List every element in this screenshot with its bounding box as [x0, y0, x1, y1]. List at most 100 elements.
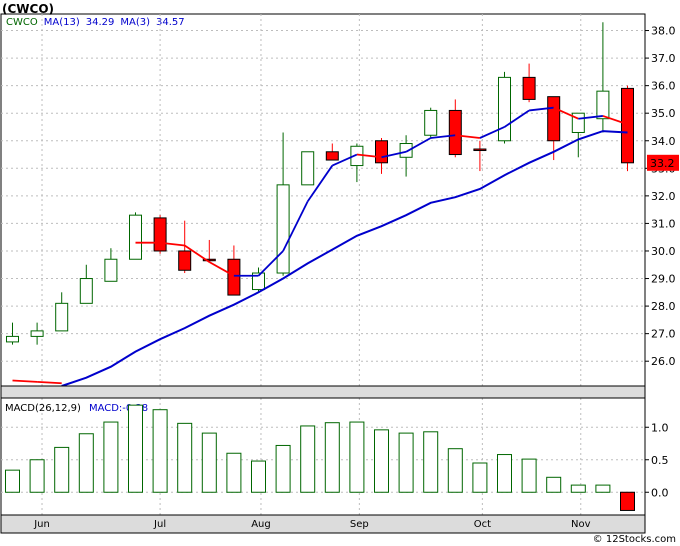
chart-title: (CWCO)	[2, 2, 54, 16]
price-legend-item: 34.57	[156, 17, 185, 28]
candle-up	[596, 90, 610, 120]
macd-bar	[423, 431, 439, 493]
candle-up	[79, 278, 93, 304]
candle-down	[522, 76, 536, 100]
x-tick-label: Jul	[153, 519, 166, 530]
candle-up	[301, 151, 315, 186]
ma3-segment	[208, 261, 235, 277]
macd-bar	[78, 433, 94, 493]
macd-tick-label: 0.5	[651, 454, 669, 467]
ma13-line	[61, 130, 628, 387]
macd-bar	[5, 469, 20, 493]
last-price-box	[647, 154, 679, 171]
macd-bar	[103, 421, 119, 493]
price-tick-label: 31.0	[651, 217, 676, 230]
macd-tick-label: 1.0	[651, 421, 669, 434]
ma3-segment	[356, 153, 382, 159]
macd-bar-negative	[620, 491, 635, 511]
macd-bar	[54, 446, 70, 493]
ma3-segment	[381, 150, 407, 159]
ma3-segment	[37, 380, 62, 385]
x-axis: JunJulAugSepOctNovJunJulAugSepOctNov	[0, 385, 646, 534]
x-tick-label: Sep	[350, 519, 369, 530]
ma3-segment	[602, 115, 628, 126]
x-tick-label: Jun	[33, 519, 50, 530]
candle-down	[202, 258, 216, 262]
footer-credit: © 12Stocks.com	[593, 534, 676, 545]
macd-bar	[226, 452, 242, 493]
price-tick-label: 26.0	[651, 355, 676, 368]
macd-bar	[472, 462, 488, 493]
macd-bar	[201, 432, 217, 493]
ma3-segment	[578, 115, 604, 120]
macd-bar	[497, 454, 512, 493]
candle-down	[621, 87, 634, 164]
candle-down	[153, 217, 167, 252]
macd-bar	[570, 484, 586, 493]
candle-down	[473, 148, 487, 152]
price-tick-label: 38.0	[651, 25, 676, 38]
macd-bar	[128, 404, 143, 493]
price-legend-item: MA(13)	[44, 17, 80, 28]
macd-bar	[324, 422, 340, 493]
candle-up	[6, 335, 19, 343]
candle-up	[129, 214, 142, 260]
candle-up	[252, 272, 265, 291]
macd-bar	[251, 460, 266, 493]
ma3-segment	[331, 153, 358, 167]
candle-down	[375, 140, 388, 164]
ma3-segment	[479, 126, 505, 139]
price-panel: CWCO MA(13) 34.29 MA(3) 34.57 26.0 27.0 28.0 29.…	[0, 13, 679, 387]
x-tick-label: Nov	[571, 519, 591, 530]
macd-bar	[177, 422, 193, 493]
ma3-segment	[184, 244, 210, 263]
price-tick-label: 35.0	[651, 107, 676, 120]
candle-down	[448, 109, 462, 156]
ma3-segment	[12, 379, 38, 383]
macd-tick-label: 0.0	[651, 486, 669, 499]
macd-bar	[398, 432, 414, 493]
candle-up	[55, 302, 69, 332]
candle-down	[227, 258, 241, 296]
price-tick-label: 29.0	[651, 273, 676, 286]
price-tick-label: 34.0	[651, 135, 676, 148]
macd-legend: MACD(26,12,9) MACD:-0.28	[5, 403, 148, 414]
macd-bar	[29, 459, 45, 493]
ma3-segment	[282, 200, 309, 252]
candle-down	[325, 151, 339, 161]
macd-legend-item: MACD:-0.28	[89, 403, 148, 414]
last-price-label: 33.2	[650, 157, 675, 170]
ma3-segment	[257, 250, 284, 277]
price-tick-label: 28.0	[651, 300, 676, 313]
macd-bar	[447, 448, 463, 493]
macd-bar	[521, 458, 537, 493]
candle-up	[399, 143, 413, 158]
x-tick-label: Aug	[251, 519, 271, 530]
ma3-segment	[306, 165, 334, 202]
macd-bar	[546, 476, 562, 493]
price-tick-label: 37.0	[651, 52, 676, 65]
price-tick-label: 36.0	[651, 80, 676, 93]
candle-down	[547, 96, 561, 142]
ma3-segment	[528, 106, 554, 112]
ma3-segment	[503, 109, 530, 128]
macd-bar	[275, 444, 291, 493]
macd-legend-item: MACD(26,12,9)	[5, 403, 81, 414]
macd-bar	[595, 484, 611, 493]
ma3-segment	[455, 134, 481, 139]
candle-up	[498, 76, 511, 142]
ma3-segment	[405, 137, 432, 153]
x-axis-band-top	[0, 385, 646, 399]
macd-bar	[374, 429, 389, 493]
price-tick-label: 27.0	[651, 328, 676, 341]
candle-up	[30, 330, 44, 337]
ma3-segment	[430, 134, 456, 139]
macd-bar	[300, 425, 316, 493]
x-tick-label: Oct	[474, 519, 491, 530]
candle-up	[424, 109, 438, 136]
macd-bar	[349, 421, 365, 493]
price-legend-item: 34.29	[86, 17, 115, 28]
macd-bar	[152, 409, 168, 493]
price-legend-item: MA(3)	[120, 17, 150, 28]
